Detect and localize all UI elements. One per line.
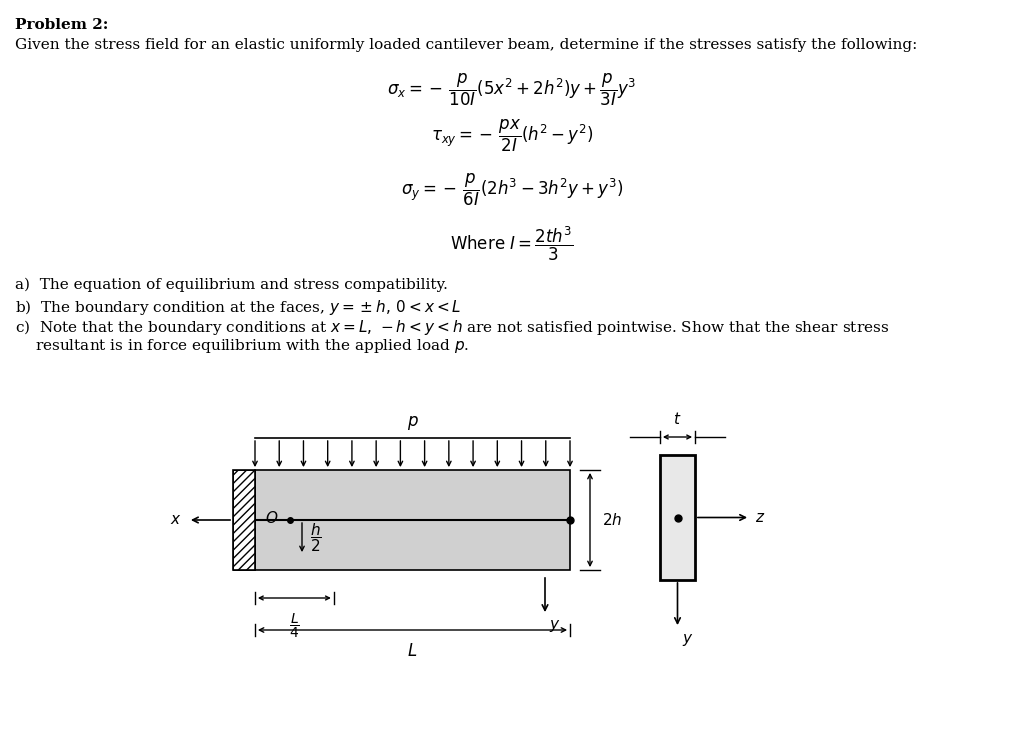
Bar <box>660 455 695 580</box>
Text: b)  The boundary condition at the faces, $y = \pm h,\, 0 < x < L$: b) The boundary condition at the faces, … <box>15 298 462 317</box>
Bar <box>233 470 255 570</box>
Text: Given the stress field for an elastic uniformly loaded cantilever beam, determin: Given the stress field for an elastic un… <box>15 38 918 52</box>
Text: $L$: $L$ <box>408 642 418 660</box>
Text: $z$: $z$ <box>755 510 765 525</box>
Text: c)  Note that the boundary conditions at $x = L,\, -h < y < h$ are not satisfied: c) Note that the boundary conditions at … <box>15 318 889 337</box>
Text: $y$: $y$ <box>549 618 560 634</box>
Text: $p$: $p$ <box>407 414 419 432</box>
Text: $\sigma_y = -\,\dfrac{p}{6I}(2h^3 - 3h^2y + y^3)$: $\sigma_y = -\,\dfrac{p}{6I}(2h^3 - 3h^2… <box>400 172 624 208</box>
Text: $O$: $O$ <box>264 510 278 526</box>
Text: resultant is in force equilibrium with the applied load $p$.: resultant is in force equilibrium with t… <box>35 337 469 355</box>
Text: $\sigma_x = -\,\dfrac{p}{10I}(5x^2 + 2h^2)y + \dfrac{p}{3I}y^3$: $\sigma_x = -\,\dfrac{p}{10I}(5x^2 + 2h^… <box>387 72 637 108</box>
Bar <box>233 470 255 570</box>
Text: $\dfrac{L}{4}$: $\dfrac{L}{4}$ <box>289 612 300 640</box>
Text: $x$: $x$ <box>170 513 182 528</box>
Text: Where $I = \dfrac{2th^3}{3}$: Where $I = \dfrac{2th^3}{3}$ <box>451 225 573 263</box>
Text: $y$: $y$ <box>682 632 693 648</box>
Text: $\tau_{xy} = -\,\dfrac{px}{2I}(h^2 - y^2)$: $\tau_{xy} = -\,\dfrac{px}{2I}(h^2 - y^2… <box>431 118 593 154</box>
Text: a)  The equation of equilibrium and stress compatibility.: a) The equation of equilibrium and stres… <box>15 278 447 292</box>
Text: $\dfrac{h}{2}$: $\dfrac{h}{2}$ <box>310 521 322 554</box>
Text: $2h$: $2h$ <box>602 512 623 528</box>
Bar <box>255 470 570 570</box>
Text: $t$: $t$ <box>673 411 682 427</box>
Text: Problem 2:: Problem 2: <box>15 18 109 32</box>
